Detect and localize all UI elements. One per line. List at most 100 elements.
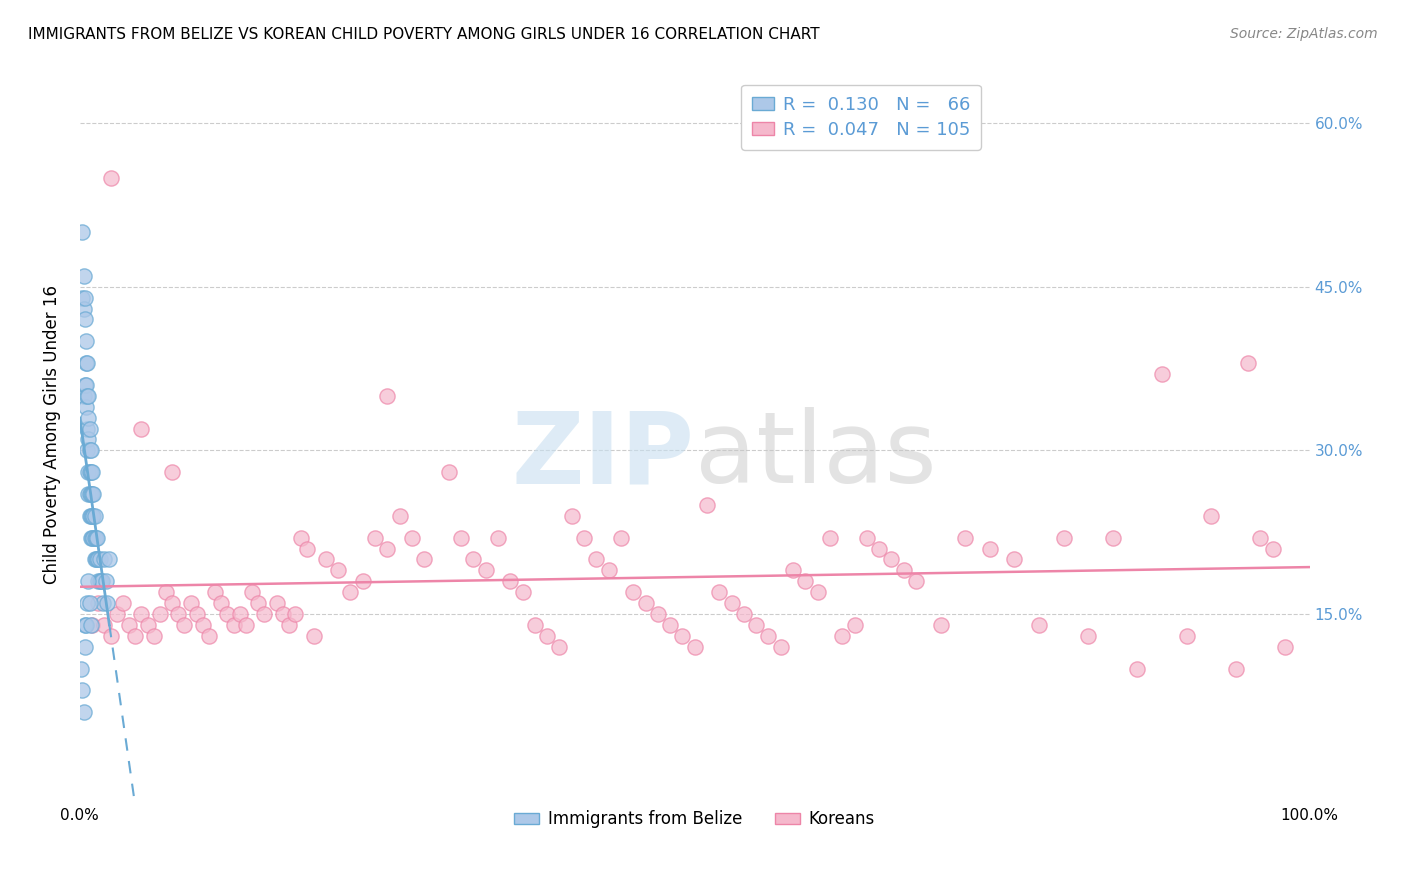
Point [131,607,153,621]
Point [271,607,294,621]
Point [77,465,100,479]
Point [536,629,558,643]
Point [401,531,423,545]
Point [77,389,100,403]
Point [659,618,682,632]
Point [80,465,103,479]
Point [79,443,101,458]
Point [1237,356,1260,370]
Point [90,574,112,589]
Point [72,301,94,316]
Point [76,356,98,370]
Point [79,596,101,610]
Point [758,629,780,643]
Point [124,629,146,643]
Point [375,389,398,403]
Point [89,574,111,589]
Point [186,607,208,621]
Point [683,640,706,654]
Point [512,585,534,599]
Point [83,531,105,545]
Point [87,552,110,566]
Point [80,487,103,501]
Point [621,585,644,599]
Point [1249,531,1271,545]
Point [136,618,159,632]
Point [720,596,742,610]
Legend: Immigrants from Belize, Koreans: Immigrants from Belize, Koreans [508,804,882,835]
Point [76,421,98,435]
Point [364,531,387,545]
Point [72,291,94,305]
Point [142,629,165,643]
Point [76,443,98,458]
Point [167,607,190,621]
Point [198,629,221,643]
Point [86,552,108,566]
Point [75,618,97,632]
Point [807,585,830,599]
Point [585,552,607,566]
Point [953,531,976,545]
Point [82,487,104,501]
Point [229,607,252,621]
Point [247,596,270,610]
Point [818,531,841,545]
Point [856,531,879,545]
Point [82,531,104,545]
Point [610,531,633,545]
Point [1126,662,1149,676]
Point [72,268,94,283]
Point [100,170,122,185]
Point [79,421,101,435]
Point [326,563,349,577]
Point [73,291,96,305]
Point [634,596,657,610]
Point [73,378,96,392]
Point [450,531,472,545]
Point [94,574,117,589]
Point [149,607,172,621]
Point [73,640,96,654]
Point [82,465,104,479]
Point [73,618,96,632]
Point [437,465,460,479]
Point [240,585,263,599]
Point [1077,629,1099,643]
Point [253,607,276,621]
Point [91,596,114,610]
Point [1261,541,1284,556]
Point [77,410,100,425]
Point [75,400,97,414]
Point [277,618,299,632]
Point [204,585,226,599]
Point [671,629,693,643]
Point [173,618,195,632]
Point [831,629,853,643]
Point [209,596,232,610]
Point [93,552,115,566]
Point [868,541,890,556]
Point [413,552,436,566]
Point [315,552,337,566]
Point [79,487,101,501]
Point [86,531,108,545]
Point [83,508,105,523]
Point [82,487,104,501]
Point [75,334,97,349]
Point [266,596,288,610]
Point [82,508,104,523]
Point [76,596,98,610]
Point [352,574,374,589]
Point [118,618,141,632]
Point [1225,662,1247,676]
Point [979,541,1001,556]
Text: atlas: atlas [695,408,936,505]
Point [235,618,257,632]
Point [84,531,107,545]
Point [77,574,100,589]
Point [160,465,183,479]
Point [1028,618,1050,632]
Point [111,596,134,610]
Point [217,607,239,621]
